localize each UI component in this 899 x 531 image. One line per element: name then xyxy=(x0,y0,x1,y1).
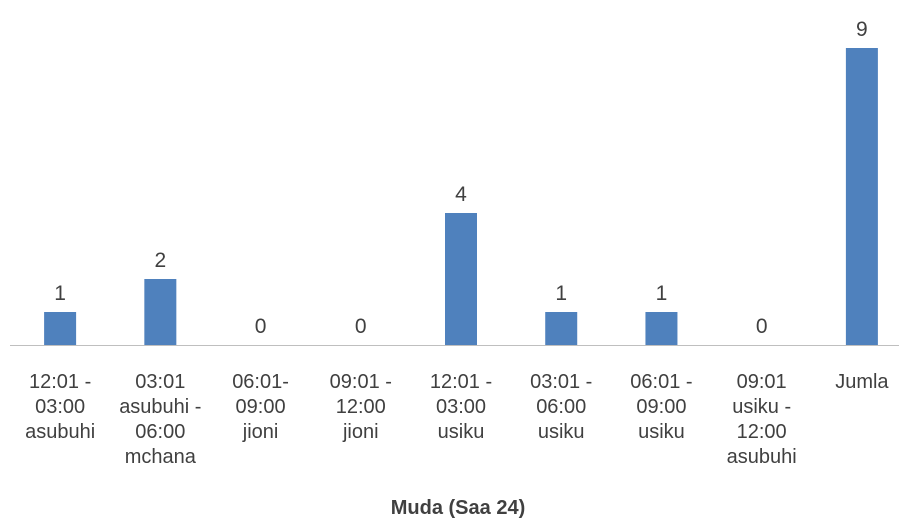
value-label-8: 9 xyxy=(856,18,868,41)
value-labels-group: 1 2 0 0 4 1 1 0 9 xyxy=(54,18,867,338)
category-label-2: 06:01-09:00 jioni xyxy=(232,371,289,443)
bar-1 xyxy=(144,279,177,345)
category-label-7: 09:01 usiku -12:00 asubuhi xyxy=(727,371,797,468)
bar-5 xyxy=(545,312,578,345)
bar-4 xyxy=(445,213,477,345)
category-label-0: 12:01 -03:00 asubuhi xyxy=(25,371,95,443)
category-label-3: 09:01 -12:00 jioni xyxy=(330,371,392,443)
value-label-5: 1 xyxy=(555,282,567,305)
category-label-5: 03:01 -06:00 usiku xyxy=(530,371,592,443)
bars-group xyxy=(44,48,878,345)
value-label-7: 0 xyxy=(756,315,768,338)
value-label-4: 4 xyxy=(455,183,467,206)
x-axis-title: Muda (Saa 24) xyxy=(391,497,525,519)
category-labels-group: 12:01 -03:00 asubuhi 03:01 asubuhi -06:00 mc… xyxy=(25,371,889,468)
bar-8 xyxy=(845,48,878,345)
value-label-6: 1 xyxy=(656,282,668,305)
value-label-0: 1 xyxy=(54,282,66,305)
category-label-6: 06:01 -09:00 usiku xyxy=(630,371,692,443)
category-label-8: Jumla xyxy=(835,371,889,393)
bar-6 xyxy=(645,312,678,345)
bar-0 xyxy=(44,312,77,345)
value-label-3: 0 xyxy=(355,315,367,338)
category-label-1: 03:01 asubuhi -06:00 mchana xyxy=(119,371,201,468)
value-label-1: 2 xyxy=(154,249,166,272)
category-label-4: 12:01 -03:00 usiku xyxy=(430,371,492,443)
value-label-2: 0 xyxy=(255,315,267,338)
